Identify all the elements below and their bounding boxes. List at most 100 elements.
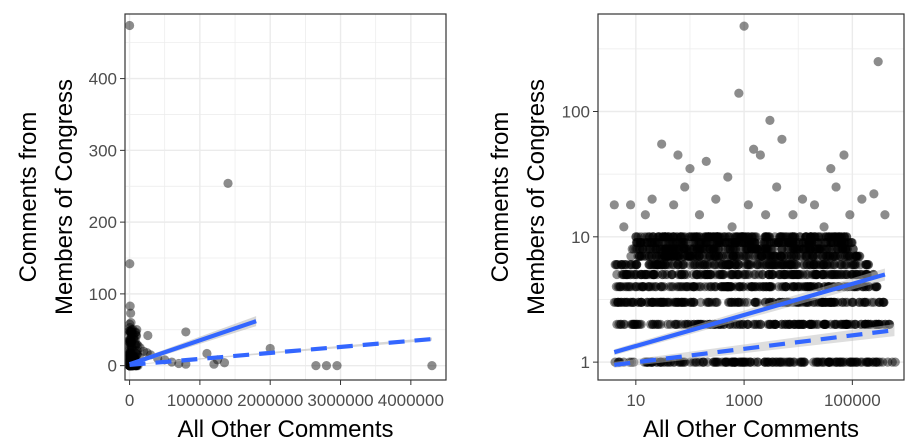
data-point [828, 269, 838, 280]
y-tick-label: 100 [89, 285, 117, 304]
data-point [812, 237, 823, 248]
data-point [789, 357, 800, 367]
data-point [130, 351, 140, 361]
data-point [792, 244, 802, 254]
data-point [673, 150, 683, 160]
data-point [666, 251, 677, 261]
data-point [863, 319, 873, 330]
data-point [819, 260, 829, 270]
data-point [711, 237, 721, 248]
data-point [641, 251, 652, 261]
data-point [788, 232, 798, 242]
data-point [671, 319, 681, 330]
data-point [670, 297, 680, 307]
data-point [812, 269, 822, 280]
data-point [732, 319, 742, 330]
data-point [667, 269, 677, 280]
data-point [732, 232, 742, 242]
data-point [628, 297, 639, 307]
data-point [729, 237, 739, 248]
data-point [762, 251, 772, 261]
data-point [692, 232, 702, 242]
data-point [695, 251, 705, 261]
data-point [753, 251, 763, 261]
data-point [717, 357, 727, 367]
data-point [741, 251, 751, 261]
data-point [801, 232, 811, 242]
data-point [722, 251, 732, 261]
data-point [708, 244, 719, 254]
data-point [828, 297, 839, 307]
data-point [840, 237, 850, 248]
data-point [665, 244, 675, 254]
data-point [783, 251, 793, 261]
data-point [661, 297, 672, 307]
data-point [765, 251, 776, 261]
data-point [736, 282, 746, 292]
data-point [820, 319, 830, 330]
data-point [614, 282, 625, 292]
data-point [650, 251, 661, 261]
data-point [744, 244, 754, 254]
data-point [823, 357, 833, 367]
data-point [774, 269, 784, 280]
data-point [710, 260, 720, 270]
data-point [631, 237, 642, 248]
data-point [128, 324, 138, 334]
data-point [746, 282, 756, 292]
data-point [733, 269, 743, 280]
data-point [653, 232, 663, 242]
data-point [679, 269, 689, 280]
data-point [648, 297, 659, 307]
data-point [857, 194, 867, 204]
data-point [713, 232, 723, 242]
data-point [796, 357, 806, 367]
y-axis-title-line: Comments from [15, 112, 42, 283]
data-point [789, 244, 799, 254]
data-point [755, 150, 765, 160]
data-point [740, 237, 750, 248]
data-point [644, 232, 654, 242]
data-point [709, 251, 720, 261]
data-point [721, 357, 731, 367]
data-point [663, 232, 673, 242]
data-point [781, 282, 791, 292]
data-point [652, 251, 662, 261]
data-point [130, 339, 140, 349]
data-point [642, 297, 652, 307]
data-point [667, 269, 677, 280]
data-point [657, 251, 667, 261]
data-point [836, 269, 846, 280]
data-point [797, 357, 807, 367]
data-point [653, 260, 663, 270]
data-point [836, 319, 846, 330]
data-point [680, 297, 690, 307]
data-point [139, 346, 149, 356]
data-point [619, 319, 629, 330]
data-point [785, 319, 795, 330]
data-point [789, 269, 799, 280]
data-point [677, 237, 687, 248]
data-point [856, 319, 867, 330]
data-point [851, 357, 861, 367]
data-point [840, 319, 851, 330]
data-point [779, 269, 789, 280]
data-point [712, 232, 722, 242]
data-point [836, 237, 846, 248]
data-point [849, 319, 859, 330]
data-point [743, 357, 753, 367]
data-point [656, 282, 666, 292]
data-point [767, 251, 777, 261]
data-point [761, 232, 771, 242]
data-point [827, 244, 837, 254]
data-point [786, 260, 797, 270]
data-point [703, 232, 713, 242]
data-point [773, 260, 783, 270]
data-point [784, 237, 794, 248]
data-point [805, 244, 815, 254]
data-point [872, 282, 882, 292]
data-point [848, 260, 858, 270]
data-point [704, 232, 714, 242]
data-point [692, 269, 702, 280]
data-point [660, 232, 670, 242]
